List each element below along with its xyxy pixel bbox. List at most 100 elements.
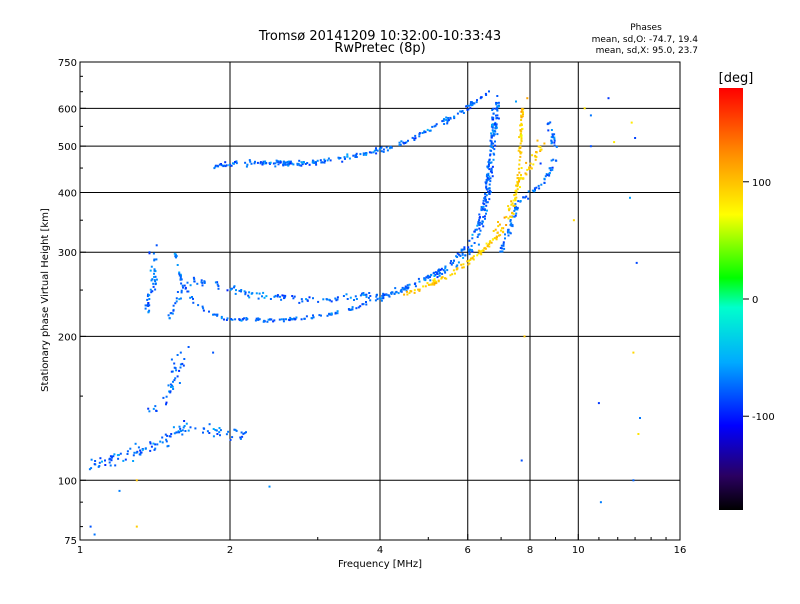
- data-point: [381, 294, 384, 297]
- data-point: [179, 427, 182, 430]
- data-point: [244, 291, 247, 294]
- data-point: [426, 128, 429, 131]
- data-point: [183, 284, 186, 287]
- data-point: [328, 313, 331, 316]
- data-point: [172, 426, 175, 429]
- data-point: [511, 225, 514, 228]
- data-point: [505, 224, 508, 226]
- data-point: [430, 274, 433, 277]
- data-point: [138, 453, 141, 456]
- data-point: [274, 162, 277, 165]
- data-point: [213, 167, 216, 170]
- data-point: [150, 291, 153, 294]
- data-point: [322, 298, 325, 301]
- data-point: [509, 219, 512, 221]
- data-point: [242, 432, 245, 435]
- data-point: [383, 294, 386, 297]
- data-point: [492, 133, 495, 135]
- data-point: [487, 161, 490, 163]
- data-point: [525, 173, 528, 176]
- data-point: [456, 267, 459, 270]
- data-point: [185, 422, 188, 425]
- data-point: [216, 433, 219, 435]
- data-point: [352, 154, 355, 157]
- data-point: [488, 198, 491, 201]
- data-point: [399, 143, 402, 146]
- data-point: [175, 297, 178, 300]
- data-point: [502, 244, 505, 247]
- data-point: [265, 295, 268, 298]
- data-point: [300, 298, 303, 301]
- data-point: [520, 114, 523, 117]
- data-point: [521, 127, 524, 130]
- data-point: [607, 97, 610, 100]
- data-point: [375, 294, 378, 296]
- data-point: [282, 294, 285, 297]
- data-point: [180, 430, 182, 432]
- data-point: [498, 234, 500, 237]
- data-point: [492, 116, 495, 119]
- data-point: [172, 304, 175, 307]
- data-point: [436, 276, 439, 279]
- data-point: [546, 174, 549, 177]
- data-point: [469, 107, 472, 110]
- data-point: [539, 150, 542, 152]
- data-point: [492, 118, 495, 121]
- data-point: [438, 274, 441, 277]
- data-point: [104, 459, 106, 462]
- data-point: [281, 294, 284, 297]
- x-tick-label: 1: [77, 545, 83, 556]
- data-point: [179, 276, 182, 279]
- data-point: [170, 358, 173, 361]
- data-point: [232, 162, 234, 165]
- data-point: [261, 295, 263, 298]
- data-point: [521, 112, 524, 114]
- data-point: [434, 271, 437, 274]
- data-point: [382, 297, 385, 300]
- data-point: [326, 314, 329, 317]
- data-point: [154, 443, 157, 446]
- data-point: [178, 431, 181, 434]
- data-point: [167, 384, 170, 387]
- data-point: [460, 248, 463, 251]
- data-point: [174, 253, 177, 256]
- data-point: [492, 107, 495, 110]
- data-point: [370, 151, 373, 154]
- data-point: [218, 431, 221, 434]
- data-point: [414, 285, 417, 288]
- data-point: [208, 310, 210, 313]
- data-point: [147, 302, 150, 304]
- data-point: [493, 133, 496, 136]
- data-point: [513, 215, 516, 218]
- data-point: [135, 479, 138, 482]
- data-point: [514, 208, 517, 211]
- data-point: [326, 159, 329, 162]
- data-point: [229, 438, 232, 441]
- data-point: [206, 430, 209, 433]
- data-point: [173, 362, 176, 365]
- data-point: [297, 162, 300, 165]
- data-point: [385, 146, 388, 149]
- data-point: [116, 454, 119, 457]
- data-point: [515, 100, 517, 103]
- data-point: [482, 199, 485, 202]
- data-point: [429, 279, 432, 282]
- data-point: [186, 281, 189, 284]
- data-point: [485, 185, 488, 188]
- data-point: [488, 193, 491, 195]
- data-point: [300, 164, 303, 167]
- data-point: [433, 271, 436, 274]
- data-point: [502, 231, 505, 234]
- data-point: [375, 152, 378, 155]
- data-point: [228, 164, 231, 167]
- data-point: [520, 140, 523, 143]
- data-point: [389, 145, 392, 148]
- data-point: [390, 291, 393, 294]
- data-point: [463, 248, 466, 250]
- data-point: [202, 431, 204, 434]
- data-point: [224, 165, 227, 168]
- data-point: [479, 229, 482, 232]
- data-point: [93, 463, 96, 466]
- data-point: [284, 161, 287, 164]
- x-tick-label: 16: [674, 545, 687, 556]
